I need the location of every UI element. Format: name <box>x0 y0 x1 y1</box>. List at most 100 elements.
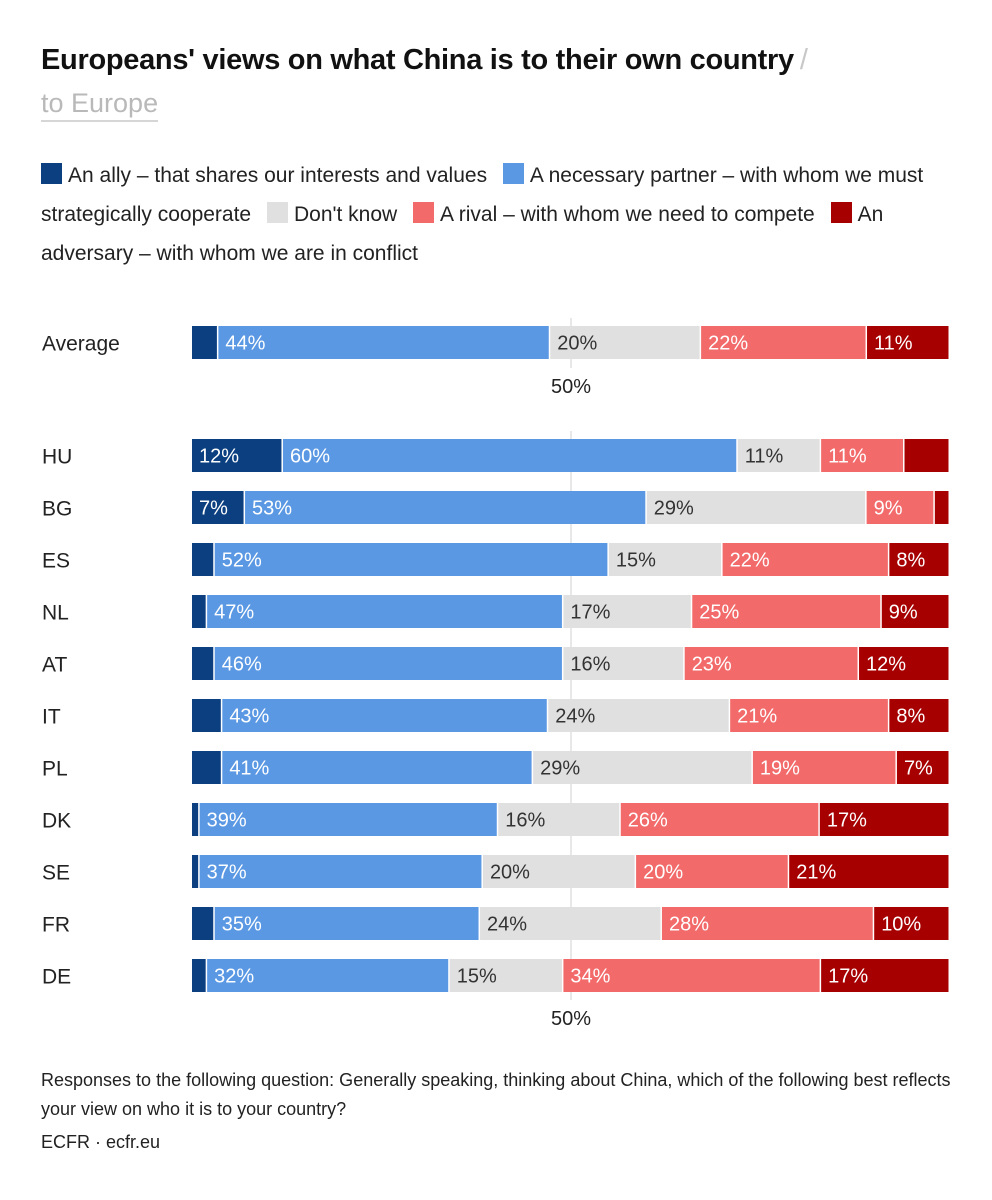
category-label-it: IT <box>42 706 61 729</box>
bar-partner-average <box>218 326 549 359</box>
bar-dontknow-se <box>482 855 635 888</box>
bar-partner-nl <box>207 595 562 628</box>
data-label-rival-dk: 26% <box>628 810 668 832</box>
data-label-partner-hu: 60% <box>290 446 330 468</box>
legend: An ally – that shares our interests and … <box>41 156 961 273</box>
chart-title-text: Europeans' views on what China is to the… <box>41 44 794 76</box>
title-separator: / <box>799 44 808 76</box>
bar-ally-it <box>192 699 221 732</box>
legend-label-partner: A necessary partner – with whom we must … <box>41 164 924 226</box>
data-label-adversary-dk: 17% <box>827 810 867 832</box>
bar-rival-hu <box>821 439 904 472</box>
bar-adversary-at <box>859 647 949 680</box>
legend-item-rival: A rival – with whom we need to compete <box>413 202 815 226</box>
bar-partner-fr <box>214 907 479 940</box>
legend-item-dontknow: Don't know <box>266 202 398 226</box>
data-label-adversary-it: 8% <box>896 706 925 728</box>
data-label-dontknow-at: 16% <box>570 654 610 676</box>
bar-dontknow-nl <box>563 595 691 628</box>
data-label-adversary-de: 17% <box>828 966 868 988</box>
bar-partner-at <box>214 647 562 680</box>
legend-label-adversary: An adversary – with whom we are in confl… <box>41 203 884 265</box>
bar-ally-at <box>192 647 214 680</box>
category-label-es: ES <box>42 550 70 573</box>
data-label-adversary-average: 11% <box>874 333 913 355</box>
bar-adversary-fr <box>874 907 949 940</box>
category-label-dk: DK <box>42 810 71 833</box>
bar-adversary-de <box>821 959 949 992</box>
data-label-dontknow-nl: 17% <box>570 602 610 624</box>
data-label-partner-dk: 39% <box>207 810 247 832</box>
data-label-adversary-es: 8% <box>896 550 925 572</box>
legend-item-ally: An ally – that shares our interests and … <box>41 163 488 187</box>
data-label-dontknow-it: 24% <box>555 706 595 728</box>
bar-adversary-nl <box>881 595 949 628</box>
data-label-partner-average: 44% <box>225 333 265 355</box>
source-credit: ECFR · ecfr.eu <box>41 1132 161 1152</box>
data-label-partner-it: 43% <box>229 706 269 728</box>
bar-ally-pl <box>192 751 221 784</box>
data-label-partner-nl: 47% <box>214 602 254 624</box>
bar-ally-average <box>192 326 217 359</box>
bar-rival-nl <box>692 595 881 628</box>
bar-ally-hu <box>192 439 282 472</box>
legend-item-partner: A necessary partner – with whom we must … <box>41 163 924 226</box>
data-label-dontknow-average: 20% <box>557 333 597 355</box>
data-label-ally-hu: 12% <box>199 446 239 468</box>
data-label-rival-es: 22% <box>730 550 770 572</box>
legend-label-ally: An ally – that shares our interests and … <box>68 164 488 187</box>
bar-dontknow-dk <box>498 803 620 836</box>
view-toggle-europe[interactable]: to Europe <box>41 88 159 122</box>
category-label-nl: NL <box>42 602 69 625</box>
bar-ally-se <box>192 855 199 888</box>
category-label-average: Average <box>42 333 120 356</box>
data-label-adversary-pl: 7% <box>904 758 933 780</box>
bar-partner-hu <box>282 439 737 472</box>
data-label-dontknow-hu: 11% <box>745 446 784 468</box>
bar-ally-nl <box>192 595 206 628</box>
bar-adversary-it <box>889 699 949 732</box>
legend-swatch-partner <box>502 163 524 184</box>
data-label-ally-bg: 7% <box>199 498 228 520</box>
data-label-rival-bg: 9% <box>874 498 903 520</box>
data-label-rival-hu: 11% <box>828 446 867 468</box>
bar-dontknow-hu <box>737 439 820 472</box>
bar-rival-bg <box>866 491 934 524</box>
bar-rival-dk <box>620 803 819 836</box>
legend-swatch-rival <box>413 202 435 223</box>
bar-rival-pl <box>752 751 896 784</box>
bar-adversary-hu <box>904 439 949 472</box>
bar-dontknow-average <box>550 326 700 359</box>
data-label-partner-se: 37% <box>207 862 247 884</box>
data-label-dontknow-es: 15% <box>616 550 656 572</box>
bar-ally-bg <box>192 491 244 524</box>
data-label-rival-at: 23% <box>692 654 732 676</box>
bar-rival-se <box>636 855 788 888</box>
bar-dontknow-pl <box>533 751 752 784</box>
bar-ally-fr <box>192 907 214 940</box>
data-label-partner-es: 52% <box>222 550 262 572</box>
bar-adversary-se <box>789 855 949 888</box>
data-label-rival-fr: 28% <box>669 914 709 936</box>
category-label-fr: FR <box>42 914 70 937</box>
category-label-de: DE <box>42 966 71 989</box>
bar-partner-se <box>199 855 482 888</box>
question-note: Responses to the following question: Gen… <box>41 1070 951 1119</box>
bar-dontknow-it <box>548 699 729 732</box>
bar-rival-de <box>563 959 820 992</box>
data-label-partner-at: 46% <box>222 654 262 676</box>
data-label-partner-fr: 35% <box>222 914 262 936</box>
bar-adversary-pl <box>896 751 949 784</box>
bar-partner-dk <box>199 803 497 836</box>
data-label-rival-pl: 19% <box>760 758 800 780</box>
data-label-rival-nl: 25% <box>699 602 739 624</box>
category-label-at: AT <box>42 654 67 677</box>
bar-adversary-average <box>867 326 949 359</box>
bar-adversary-es <box>889 543 949 576</box>
reference-label-bottom: 50% <box>551 1008 591 1030</box>
legend-swatch-adversary <box>830 202 852 223</box>
category-label-se: SE <box>42 862 70 885</box>
legend-label-dontknow: Don't know <box>293 203 398 226</box>
bar-ally-dk <box>192 803 199 836</box>
